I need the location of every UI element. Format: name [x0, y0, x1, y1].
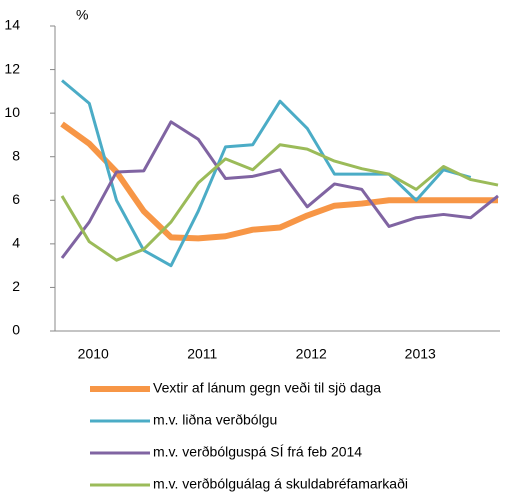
legend-label: Vextir af lánum gegn veði til sjö daga: [153, 380, 381, 396]
legend-label: m.v. verðbólguspá SÍ frá feb 2014: [153, 444, 362, 460]
y-tick-label: 6: [12, 191, 20, 207]
y-tick-label: 0: [12, 322, 20, 338]
legend-label: m.v. liðna verðbólgu: [153, 412, 277, 428]
x-tick-label: 2011: [187, 346, 217, 362]
y-axis-label: %: [76, 7, 88, 23]
y-tick-label: 8: [12, 147, 20, 163]
x-tick-label: 2013: [405, 346, 436, 362]
y-tick-label: 12: [4, 60, 20, 76]
x-tick-label: 2012: [296, 346, 327, 362]
legend-label: m.v. verðbólguálag á skuldabréfamarkaði: [153, 476, 408, 492]
series-line: [60, 120, 499, 259]
y-tick-label: 10: [4, 104, 20, 120]
series-line: [61, 79, 472, 268]
series-line: [60, 121, 498, 242]
y-tick-label: 4: [12, 235, 20, 251]
y-tick-label: 2: [12, 278, 20, 294]
x-tick-label: 2010: [78, 346, 109, 362]
y-tick-label: 14: [4, 17, 20, 33]
series-line: [60, 143, 499, 262]
